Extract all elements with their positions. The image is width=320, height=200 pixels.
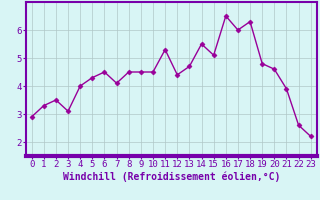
X-axis label: Windchill (Refroidissement éolien,°C): Windchill (Refroidissement éolien,°C) [62, 172, 280, 182]
